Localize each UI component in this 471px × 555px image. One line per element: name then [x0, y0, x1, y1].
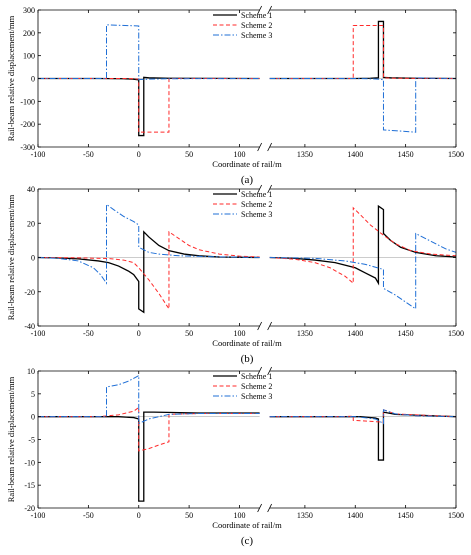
y-tick-label: -10	[24, 458, 35, 467]
x-tick-label: -100	[31, 150, 46, 159]
y-tick-label: -5	[28, 436, 35, 445]
x-tick-label: 0	[137, 150, 141, 159]
x-tick-label: -50	[83, 329, 94, 338]
axis-break-mark	[267, 184, 272, 194]
x-tick-label: -100	[31, 329, 46, 338]
panel-2: -40 -20 0 20 40 -100 -50 0 50 100 1350 1400 1450 1500…	[6, 184, 464, 365]
axis-break-mark	[267, 366, 272, 376]
axis-break-mark	[257, 503, 262, 513]
axis-break-mark	[257, 366, 262, 376]
series-1-line-left	[38, 411, 260, 502]
series-2-line-left	[38, 406, 260, 452]
series-3-line-right	[269, 77, 457, 133]
series-3-line-left	[37, 203, 260, 285]
x-tick-label: -50	[83, 511, 94, 520]
panel-caption: (b)	[241, 353, 254, 365]
x-tick-label: 50	[185, 329, 193, 338]
legend-label-3: Scheme 3	[241, 392, 272, 401]
y-tick-label: -15	[24, 481, 35, 490]
legend-label-3: Scheme 3	[241, 210, 272, 219]
legend-label-3: Scheme 3	[241, 31, 272, 40]
y-tick-label: -300	[20, 143, 35, 152]
y-tick-label: 0	[31, 413, 35, 422]
x-tick-label: 1350	[297, 511, 313, 520]
x-axis-title: Coordinate of rail/m	[212, 520, 282, 530]
series-1-line-left	[38, 76, 260, 137]
x-tick-label: 0	[137, 511, 141, 520]
panel-caption: (c)	[241, 535, 254, 547]
legend-label-2: Scheme 2	[241, 382, 272, 391]
x-tick-label: 50	[185, 150, 193, 159]
y-tick-label: 20	[27, 219, 35, 228]
x-tick-label: 1400	[347, 150, 363, 159]
x-tick-label: 1500	[448, 150, 464, 159]
axis-break-mark	[267, 5, 272, 15]
x-tick-label: -100	[31, 511, 46, 520]
series-3-line-right	[269, 232, 457, 310]
x-tick-label: 1450	[398, 329, 414, 338]
x-tick-label: 50	[185, 511, 193, 520]
x-tick-label: 1400	[347, 329, 363, 338]
y-axis-title: Rail-beam relative displacement/mm	[6, 194, 16, 320]
y-tick-label: -20	[24, 288, 35, 297]
axis-break-mark	[257, 321, 262, 331]
y-axis-title: Rail-beam relative displacement/mm	[6, 376, 16, 502]
x-tick-label: 1400	[347, 511, 363, 520]
series-3-line-right	[269, 409, 457, 425]
legend-label-2: Scheme 2	[241, 200, 272, 209]
x-tick-label: 0	[137, 329, 141, 338]
series-3-line-left	[38, 374, 260, 425]
y-tick-label: 200	[23, 29, 35, 38]
x-axis-title: Coordinate of rail/m	[212, 159, 282, 169]
x-tick-label: 100	[233, 511, 245, 520]
y-tick-label: -20	[24, 504, 35, 513]
y-tick-label: 300	[23, 6, 35, 15]
y-tick-label: -40	[24, 322, 35, 331]
y-axis-title: Rail-beam relative displacement/mm	[6, 15, 16, 141]
x-tick-label: -50	[83, 150, 94, 159]
axis-break-mark	[257, 184, 262, 194]
y-tick-label: 10	[27, 367, 35, 376]
series-3-line-left	[38, 24, 260, 81]
axis-break-mark	[267, 321, 272, 331]
y-tick-label: -200	[20, 120, 35, 129]
series-1-line-right	[269, 20, 457, 80]
axis-break-mark	[257, 142, 262, 152]
series-1-line-left	[37, 230, 260, 314]
legend-label-2: Scheme 2	[241, 21, 272, 30]
series-1-line-right	[269, 411, 457, 461]
axis-break-mark	[267, 142, 272, 152]
legend-label-1: Scheme 1	[241, 11, 272, 20]
x-tick-label: 1350	[297, 329, 313, 338]
series-2-line-left	[37, 230, 260, 311]
x-tick-label: 100	[233, 150, 245, 159]
y-tick-label: 5	[31, 390, 35, 399]
y-tick-label: 100	[23, 52, 35, 61]
panel-1: -300 -200 -100 0 100 200 300 -100 -50 0 50 100 1350 1…	[6, 5, 464, 186]
x-tick-label: 1500	[448, 329, 464, 338]
axis-break-mark	[257, 5, 262, 15]
y-tick-label: 0	[31, 254, 35, 263]
series-2-line-right	[269, 206, 457, 285]
x-tick-label: 1450	[398, 511, 414, 520]
series-2-line-right	[269, 25, 457, 79]
x-tick-label: 1500	[448, 511, 464, 520]
y-tick-label: 40	[27, 185, 35, 194]
legend-label-1: Scheme 1	[241, 372, 272, 381]
panel-caption: (a)	[241, 174, 254, 186]
y-tick-label: 0	[31, 75, 35, 84]
x-tick-label: 100	[233, 329, 245, 338]
series-2-line-left	[38, 78, 260, 133]
x-tick-label: 1450	[398, 150, 414, 159]
legend-label-1: Scheme 1	[241, 190, 272, 199]
x-axis-title: Coordinate of rail/m	[212, 338, 282, 348]
y-tick-label: -100	[20, 97, 35, 106]
axis-break-mark	[267, 503, 272, 513]
x-tick-label: 1350	[297, 150, 313, 159]
